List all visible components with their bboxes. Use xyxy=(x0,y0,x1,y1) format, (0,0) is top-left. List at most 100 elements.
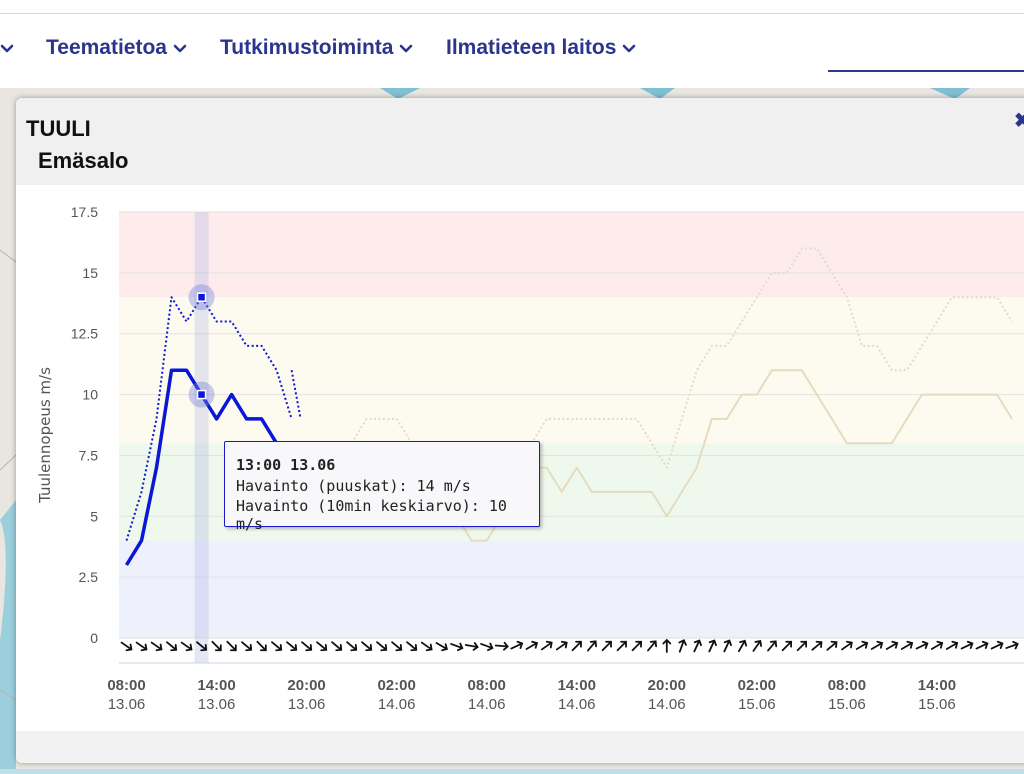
arrow-shape xyxy=(196,641,208,652)
nav-item-ilmatieteen-laitos[interactable]: Ilmatieteen laitos xyxy=(446,36,636,60)
wind-direction-arrow xyxy=(540,640,553,651)
chevron-down-icon xyxy=(0,36,14,60)
search-input[interactable] xyxy=(828,70,1024,72)
arrow-shape xyxy=(885,640,899,650)
x-tick-date: 15.06 xyxy=(918,696,956,713)
arrow-shape xyxy=(587,640,597,652)
wind-direction-arrow xyxy=(678,639,687,653)
series-line-tail xyxy=(290,370,302,420)
wind-direction-arrow xyxy=(525,640,539,650)
arrow-shape xyxy=(601,640,612,652)
x-tick-time: 14:00 xyxy=(918,677,956,694)
arrow-shape xyxy=(870,640,884,650)
wind-direction-arrow xyxy=(796,640,808,652)
nav-item-tutkimustoiminta-label: Tutkimustoiminta xyxy=(220,36,394,59)
arrow-shape xyxy=(510,640,524,650)
wind-direction-arrow xyxy=(975,640,989,650)
arrow-shape xyxy=(826,640,838,651)
arrow-shape xyxy=(693,639,702,653)
x-tick-time: 02:00 xyxy=(377,677,415,694)
arrow-shape xyxy=(406,641,418,652)
wind-direction-arrow xyxy=(464,642,479,651)
arrow-shape xyxy=(256,640,267,652)
arrow-shape xyxy=(540,640,553,651)
y-tick-label: 7.5 xyxy=(79,447,99,463)
wind-direction-arrow xyxy=(226,640,237,652)
wind-direction-arrow xyxy=(420,641,433,652)
arrow-shape xyxy=(930,640,944,650)
nav-item-teematietoa-label: Teematietoa xyxy=(46,36,167,59)
x-tick-time: 14:00 xyxy=(197,677,235,694)
top-navigation: Teematietoa Tutkimustoiminta Ilmatieteen… xyxy=(0,0,1024,88)
wind-direction-arrow xyxy=(616,640,627,652)
wind-direction-arrow xyxy=(945,640,959,650)
x-tick-date: 13.06 xyxy=(288,696,326,713)
x-tick-date: 15.06 xyxy=(828,696,866,713)
x-tick-date: 13.06 xyxy=(108,696,146,713)
x-tick-time: 20:00 xyxy=(287,677,325,694)
nav-item-partial[interactable] xyxy=(0,36,14,60)
wind-direction-arrow xyxy=(601,640,612,652)
wind-direction-arrow xyxy=(826,640,838,651)
wind-direction-arrow xyxy=(1005,640,1019,650)
arrow-shape xyxy=(180,641,193,652)
wind-direction-arrow xyxy=(870,640,884,650)
wind-direction-arrow xyxy=(767,640,778,652)
close-icon[interactable]: ✖ xyxy=(1014,110,1024,132)
arrow-shape xyxy=(316,641,328,652)
nav-item-tutkimustoiminta[interactable]: Tutkimustoiminta xyxy=(220,36,413,60)
wind-band-0 xyxy=(119,540,1024,638)
arrow-shape xyxy=(915,640,929,650)
popup-header: TUULI Emäsalo ✖ xyxy=(16,98,1024,185)
arrow-shape xyxy=(841,640,853,651)
wind-direction-arrow xyxy=(990,640,1004,650)
x-tick-date: 14.06 xyxy=(558,696,596,713)
wind-direction-arrow xyxy=(587,640,597,652)
station-name: Emäsalo xyxy=(38,148,129,173)
nav-item-teematietoa[interactable]: Teematietoa xyxy=(46,36,187,60)
tooltip-time: 13:00 13.06 xyxy=(236,456,336,474)
x-tick-date: 14.06 xyxy=(648,696,686,713)
arrow-shape xyxy=(150,641,163,652)
highlight-point xyxy=(196,389,207,400)
wind-direction-arrow xyxy=(723,639,732,653)
arrow-shape xyxy=(271,641,283,652)
x-tick-time: 20:00 xyxy=(648,677,686,694)
x-tick-date: 13.06 xyxy=(198,696,236,713)
arrow-shape xyxy=(135,641,148,652)
y-tick-label: 12.5 xyxy=(71,326,98,342)
wind-direction-arrow xyxy=(391,641,403,652)
wind-direction-arrow xyxy=(960,640,974,650)
arrow-shape xyxy=(120,641,133,652)
wind-direction-arrow xyxy=(510,640,524,650)
tooltip-gust: Havainto (puuskat): 14 m/s xyxy=(236,477,471,495)
wind-direction-arrow xyxy=(900,640,914,650)
x-tick-time: 08:00 xyxy=(828,677,866,694)
arrow-shape xyxy=(226,640,237,652)
arrow-shape xyxy=(1005,640,1019,650)
wind-direction-arrow xyxy=(286,641,298,652)
hover-column xyxy=(194,212,209,663)
arrow-shape xyxy=(211,640,222,652)
wind-direction-arrow xyxy=(631,640,642,652)
chevron-down-icon xyxy=(173,36,187,60)
y-axis-label: Tuulennopeus m/s xyxy=(36,367,54,504)
arrow-shape xyxy=(616,640,627,652)
wind-direction-arrow xyxy=(166,641,178,652)
wind-direction-arrow xyxy=(855,640,869,650)
arrow-shape xyxy=(855,640,869,650)
x-tick-time: 14:00 xyxy=(558,677,596,694)
y-tick-label: 5 xyxy=(90,508,98,524)
arrow-shape xyxy=(723,639,732,653)
arrow-shape xyxy=(331,641,343,652)
wind-direction-arrow xyxy=(180,641,193,652)
y-tick-label: 10 xyxy=(82,387,98,403)
x-tick-date: 14.06 xyxy=(378,696,416,713)
wind-direction-arrow xyxy=(316,641,328,652)
arrow-shape xyxy=(900,640,914,650)
arrow-shape xyxy=(708,639,717,653)
arrow-shape xyxy=(811,640,823,651)
arrow-shape xyxy=(960,640,974,650)
arrow-shape xyxy=(376,641,388,652)
y-tick-label: 2.5 xyxy=(79,569,99,585)
